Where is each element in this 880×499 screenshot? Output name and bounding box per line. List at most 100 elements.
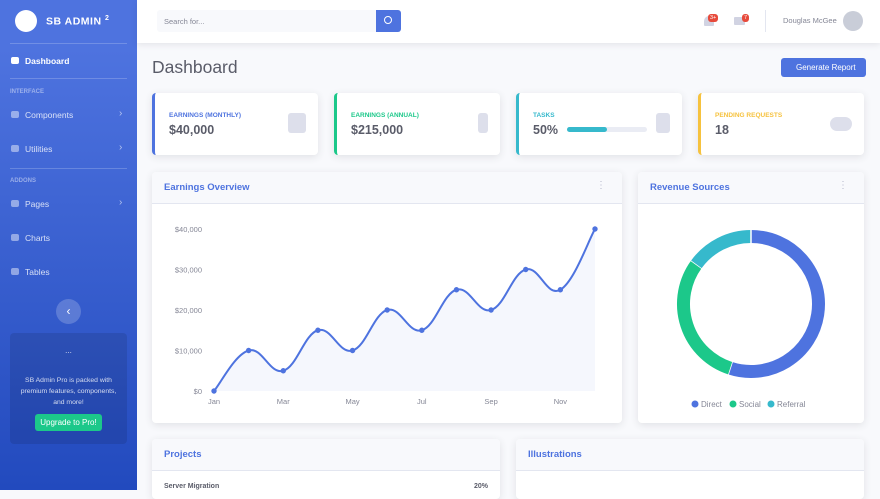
nav-item[interactable]: Charts [25,233,51,243]
chart-card: Revenue Sources ⋮ Direct Social Referral [638,172,864,423]
icon [656,113,670,133]
sidebar: SB ADMIN 2 Dashboard INTERFACE Component… [0,0,137,490]
brand-sup: 2 [104,15,110,22]
donut-slice [691,230,752,269]
brand[interactable]: SB ADMIN 2 [46,15,109,28]
nav-heading: INTERFACE [10,89,45,95]
x-tick-label: Jan [208,397,220,406]
search-button[interactable] [376,10,401,32]
y-tick-label: $20,000 [175,306,202,315]
legend-swatch [729,400,737,408]
search-input[interactable]: Search for... [157,10,377,32]
icon [288,113,306,133]
legend-swatch [691,400,699,408]
projects-card: Projects Server Migration 20% [152,439,500,499]
point [557,287,564,293]
promo-button[interactable]: Upgrade to Pro! [35,414,102,431]
point [488,307,494,313]
card-title: Projects [164,449,202,460]
point [245,347,252,354]
point [315,327,321,333]
legend-label: Referral [777,400,806,409]
card-value: $215,000 [351,123,404,137]
badge: 7 [742,14,750,22]
illustrations-card: Illustrations [516,439,864,499]
card-header: Projects [152,439,500,471]
icon [11,57,19,64]
nav-item[interactable]: Components [25,110,74,120]
card-value: $40,000 [169,123,215,137]
donut-slice [728,230,825,378]
card-title: EARNINGS (MONTHLY) [169,112,241,119]
brand-icon [15,10,37,32]
chart-card: Earnings Overview ⋮ $0 $10,000 $20,000 $30,0… [152,172,622,423]
point [453,287,460,293]
progress-bar [567,127,607,132]
page-title: Dashboard [152,57,238,77]
legend-label: Direct [701,400,723,409]
card-header: Revenue Sources ⋮ [638,172,864,204]
nav-item[interactable]: Tables [25,267,50,277]
badge: 3+ [708,14,719,22]
x-tick-label: Nov [554,397,568,406]
point [280,368,286,374]
nav-item[interactable]: Utilities [25,144,53,154]
stat-card: EARNINGS (ANNUAL) $215,000 [334,93,500,155]
legend-swatch [767,400,775,408]
point [211,388,217,394]
card-header: Earnings Overview ⋮ [152,172,622,204]
icon [11,234,19,241]
point [384,307,390,313]
card-value: 18 [715,123,729,137]
point [523,266,529,273]
nav-item[interactable]: Pages [25,199,50,209]
report-button[interactable]: Generate Report [781,58,866,77]
card-value: 50% [533,123,559,137]
progress-track [567,127,647,132]
x-tick-label: May [345,397,359,406]
icon [11,145,19,152]
project-name: Server Migration [164,483,220,490]
stat-card: PENDING REQUESTS 18 [698,93,864,155]
point [349,347,356,354]
donut-chart: Direct Social Referral [677,229,825,409]
card-title: EARNINGS (ANNUAL) [351,112,419,119]
nav-heading: ADDONS [10,178,37,184]
card-title: PENDING REQUESTS [715,112,783,119]
icon [478,113,488,133]
user-name[interactable]: Douglas McGee [783,16,837,25]
project-value: 20% [473,483,488,490]
area [214,229,595,391]
chevron: › [119,108,123,119]
icon [11,268,19,275]
icon [11,200,19,207]
avatar[interactable] [843,11,863,31]
divider [10,168,127,169]
y-tick-label: $40,000 [175,225,202,234]
nav-item[interactable]: Dashboard [25,56,70,66]
point [592,226,598,232]
sidebar-toggle[interactable]: ‹ [56,299,81,324]
chevron: › [119,142,123,153]
point [419,327,425,333]
promo-image: ... [65,346,72,355]
menu[interactable]: ⋮ [838,180,848,191]
menu[interactable]: ⋮ [596,180,606,191]
card-header: Illustrations [516,439,864,471]
y-tick-label: $10,000 [175,347,202,356]
divider [10,43,127,44]
line-chart: $0 $10,000 $20,000 $30,000 $40,000 Jan Mar May J… [175,225,598,406]
card-title: Earnings Overview [164,182,250,193]
x-tick-label: Mar [277,397,290,406]
legend-label: Social [739,400,761,409]
messages-icon[interactable] [734,17,745,25]
divider [765,10,766,32]
stat-card: EARNINGS (MONTHLY) $40,000 [152,93,318,155]
icon [830,117,852,131]
chevron: › [119,197,123,208]
card-title: Illustrations [528,449,582,460]
x-tick-label: Jul [417,397,427,406]
x-tick-label: Sep [484,397,497,406]
topbar: Search for... 3+ 7 Douglas McGee [137,0,880,43]
